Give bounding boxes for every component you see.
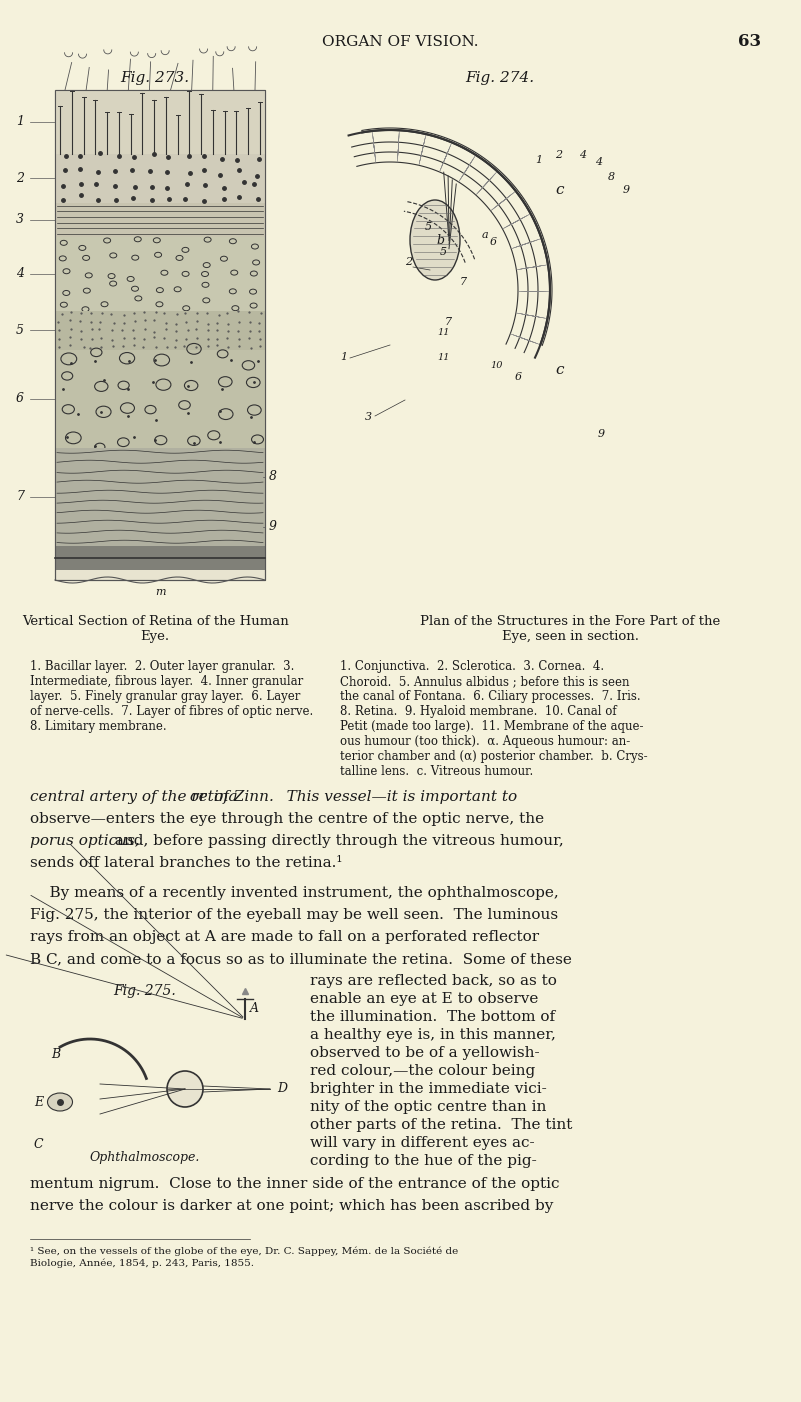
Bar (55, 90, 265, 580)
FancyBboxPatch shape (55, 90, 265, 580)
Text: E: E (34, 1095, 43, 1109)
Text: C: C (34, 1137, 43, 1151)
Bar (55, 447, 265, 545)
Text: Ophthalmoscope.: Ophthalmoscope. (90, 1151, 200, 1164)
Bar (55, 154, 265, 203)
Text: 1. Bacillar layer.  2. Outer layer granular.  3.
Intermediate, fibrous layer.  4: 1. Bacillar layer. 2. Outer layer granul… (30, 660, 313, 733)
Bar (55, 203, 265, 237)
Text: 8: 8 (608, 172, 615, 182)
Text: 11: 11 (437, 328, 449, 336)
Text: 8: 8 (269, 470, 277, 484)
Text: central artery of the retina: central artery of the retina (30, 789, 238, 803)
Text: will vary in different eyes ac-: will vary in different eyes ac- (310, 1136, 534, 1150)
Text: 3: 3 (365, 412, 372, 422)
Text: the illumination.  The bottom of: the illumination. The bottom of (310, 1009, 555, 1023)
Text: Plan of the Structures in the Fore Part of the
Eye, seen in section.: Plan of the Structures in the Fore Part … (420, 615, 720, 644)
Text: rays from an object at A are made to fall on a perforated reflector: rays from an object at A are made to fal… (30, 930, 539, 944)
Text: c: c (556, 184, 564, 198)
Text: A: A (250, 1002, 259, 1015)
Text: ORGAN OF VISION.: ORGAN OF VISION. (322, 35, 478, 49)
Text: Fig. 275, the interior of the eyeball may be well seen.  The luminous: Fig. 275, the interior of the eyeball ma… (30, 908, 558, 923)
Text: 3: 3 (16, 213, 24, 226)
Bar (55, 90, 265, 154)
Text: 2: 2 (405, 257, 413, 266)
Text: a: a (481, 230, 489, 240)
Text: B: B (51, 1047, 60, 1060)
Text: 7: 7 (16, 491, 24, 503)
Text: 9: 9 (269, 520, 277, 533)
Text: Fig. 273.: Fig. 273. (120, 72, 190, 86)
Text: 2: 2 (555, 150, 562, 160)
Text: 5: 5 (16, 324, 24, 336)
Bar (55, 237, 265, 310)
Text: 1. Conjunctiva.  2. Sclerotica.  3. Cornea.  4.
Choroid.  5. Annulus albidus ; b: 1. Conjunctiva. 2. Sclerotica. 3. Cornea… (340, 660, 648, 778)
Text: enable an eye at E to observe: enable an eye at E to observe (310, 993, 538, 1007)
Text: 6: 6 (16, 393, 24, 405)
Text: 63: 63 (739, 34, 762, 50)
Text: Fig. 274.: Fig. 274. (465, 72, 534, 86)
Text: b: b (436, 234, 444, 247)
Bar (55, 349, 265, 447)
Text: nerve the colour is darker at one point; which has been ascribed by: nerve the colour is darker at one point;… (30, 1199, 553, 1213)
Text: sends off lateral branches to the retina.¹: sends off lateral branches to the retina… (30, 857, 343, 871)
Text: ¹ See, on the vessels of the globe of the eye, Dr. C. Sappey, Mém. de la Société: ¹ See, on the vessels of the globe of th… (30, 1246, 458, 1267)
Text: rays are reflected back, so as to: rays are reflected back, so as to (310, 974, 557, 988)
Text: 7: 7 (445, 317, 452, 327)
Text: 1: 1 (535, 156, 542, 165)
Text: 7: 7 (460, 278, 467, 287)
Text: 5: 5 (425, 222, 432, 231)
Text: Fig. 275.: Fig. 275. (114, 984, 176, 998)
Text: 4: 4 (16, 268, 24, 280)
Text: mentum nigrum.  Close to the inner side of the entrance of the optic: mentum nigrum. Close to the inner side o… (30, 1178, 560, 1192)
Text: 4: 4 (595, 157, 602, 167)
Text: cording to the hue of the pig-: cording to the hue of the pig- (310, 1154, 537, 1168)
Text: brighter in the immediate vici-: brighter in the immediate vici- (310, 1082, 547, 1096)
Text: other parts of the retina.  The tint: other parts of the retina. The tint (310, 1117, 573, 1131)
Text: observed to be of a yellowish-: observed to be of a yellowish- (310, 1046, 540, 1060)
Text: m: m (155, 587, 165, 597)
Bar (55, 310, 265, 349)
Ellipse shape (410, 200, 460, 280)
Text: 2: 2 (16, 171, 24, 185)
Text: Vertical Section of Retina of the Human
Eye.: Vertical Section of Retina of the Human … (22, 615, 288, 644)
Text: 6: 6 (490, 237, 497, 247)
Text: 9: 9 (598, 429, 605, 439)
Bar (30, 974, 285, 1169)
Text: 4: 4 (579, 150, 586, 160)
Text: or  of Zinn.   This vessel—it is important to: or of Zinn. This vessel—it is important … (185, 789, 517, 803)
Text: B C, and come to a focus so as to illuminate the retina.  Some of these: B C, and come to a focus so as to illumi… (30, 952, 572, 966)
Text: red colour,—the colour being: red colour,—the colour being (310, 1064, 535, 1078)
Text: observe—enters the eye through the centre of the optic nerve, the: observe—enters the eye through the centr… (30, 812, 544, 826)
Text: 6: 6 (515, 372, 522, 381)
Text: and, before passing directly through the vitreous humour,: and, before passing directly through the… (110, 834, 564, 848)
Text: By means of a recently invented instrument, the ophthalmoscope,: By means of a recently invented instrume… (30, 886, 559, 900)
Circle shape (167, 1071, 203, 1108)
Text: c: c (556, 363, 564, 377)
Text: 5: 5 (440, 247, 447, 257)
Text: 1: 1 (340, 352, 347, 362)
Text: a healthy eye is, in this manner,: a healthy eye is, in this manner, (310, 1028, 556, 1042)
Bar (55, 545, 265, 571)
Text: 9: 9 (623, 185, 630, 195)
Text: D: D (277, 1082, 287, 1095)
Text: 11: 11 (437, 353, 449, 362)
Text: nity of the optic centre than in: nity of the optic centre than in (310, 1101, 546, 1115)
Text: 1: 1 (16, 115, 24, 129)
Text: porus opticus,: porus opticus, (30, 834, 139, 848)
Ellipse shape (47, 1094, 73, 1110)
Text: 10: 10 (490, 360, 502, 370)
